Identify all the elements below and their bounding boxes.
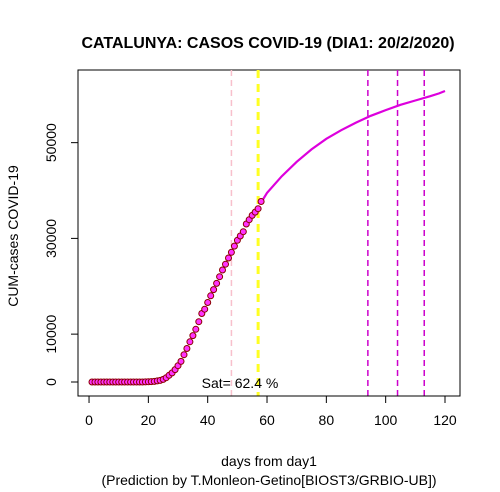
x-axis-sublabel: (Prediction by T.Monleon-Getino[BIOST3/G… bbox=[101, 472, 436, 488]
data-point bbox=[210, 286, 218, 294]
data-point bbox=[230, 242, 238, 250]
data-point bbox=[225, 254, 232, 262]
x-axis-label: days from day1 bbox=[221, 453, 317, 469]
data-point bbox=[219, 266, 226, 274]
data-point bbox=[180, 351, 188, 359]
data-point bbox=[213, 279, 221, 287]
x-tick-label: 120 bbox=[433, 412, 457, 428]
data-point bbox=[204, 299, 212, 306]
data-point bbox=[186, 338, 194, 346]
y-tick-label: 30000 bbox=[43, 219, 59, 258]
saturation-annotation: Sat= 62.4 % bbox=[202, 375, 279, 391]
data-point bbox=[189, 332, 197, 340]
data-point bbox=[192, 325, 200, 333]
data-point bbox=[216, 273, 224, 281]
chart-title: CATALUNYA: CASOS COVID-19 (DIA1: 20/2/20… bbox=[81, 35, 454, 52]
data-point bbox=[222, 260, 229, 268]
data-point bbox=[227, 248, 235, 256]
y-tick-label: 0 bbox=[43, 378, 59, 386]
y-axis-label: CUM-cases COVID-19 bbox=[5, 165, 21, 307]
x-tick-label: 40 bbox=[200, 412, 216, 428]
reference-lines bbox=[230, 70, 425, 396]
data-point bbox=[257, 198, 265, 205]
x-tick-label: 80 bbox=[319, 412, 335, 428]
prediction-series bbox=[260, 89, 446, 204]
plot-frame bbox=[77, 69, 461, 397]
x-tick-label: 60 bbox=[259, 412, 275, 428]
data-point bbox=[207, 292, 215, 300]
x-tick-label: 20 bbox=[141, 412, 157, 428]
y-axis: 0 10000 30000 50000 bbox=[43, 123, 79, 386]
x-tick-label: 0 bbox=[85, 412, 93, 428]
x-tick-label: 100 bbox=[374, 412, 398, 428]
data-point bbox=[239, 228, 247, 236]
data-point bbox=[201, 305, 209, 313]
y-tick-label: 10000 bbox=[43, 314, 59, 353]
prediction-line bbox=[260, 89, 446, 204]
data-point bbox=[254, 205, 262, 213]
observed-series bbox=[88, 198, 265, 386]
x-axis: 0 20 40 60 80 100 120 bbox=[85, 395, 457, 428]
data-point bbox=[177, 357, 185, 365]
y-tick-label: 50000 bbox=[43, 123, 59, 162]
data-point bbox=[183, 345, 191, 352]
data-point bbox=[195, 318, 203, 326]
